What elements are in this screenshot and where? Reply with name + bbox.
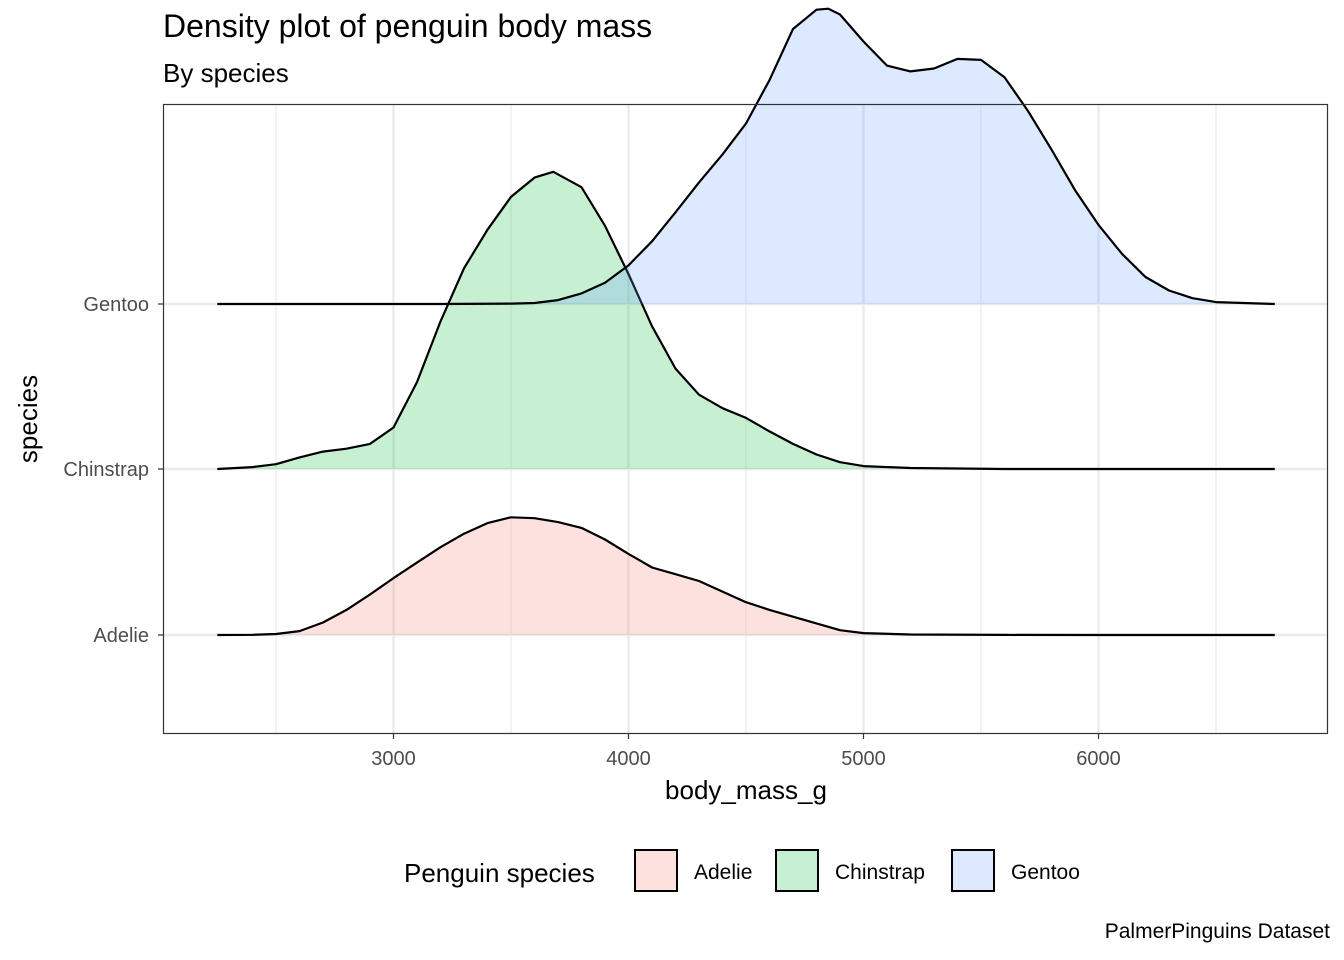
chart-caption: PalmerPinguins Dataset <box>1104 920 1330 943</box>
y-tick-label: Adelie <box>93 625 149 647</box>
legend-label-chinstrap: Chinstrap <box>835 861 925 884</box>
chart-title: Density plot of penguin body mass <box>163 8 653 44</box>
density-layer <box>217 7 1275 637</box>
x-tick-label: 6000 <box>1076 748 1121 770</box>
legend-label-gentoo: Gentoo <box>1011 861 1080 884</box>
panel-border <box>162 103 1329 735</box>
legend-label-adelie: Adelie <box>694 861 752 884</box>
y-tick-label: Gentoo <box>83 294 149 316</box>
density-line-chinstrap <box>217 170 1275 471</box>
density-area-adelie <box>217 517 1275 635</box>
legend-key-gentoo <box>951 849 995 892</box>
density-area-gentoo <box>217 8 1275 304</box>
x-axis-title: body_mass_g <box>665 775 827 805</box>
legend-key-chinstrap <box>775 849 819 892</box>
legend-title: Penguin species <box>404 858 595 888</box>
density-area-chinstrap <box>217 171 1275 470</box>
y-axis-title: species <box>13 375 43 463</box>
axis-layer: 3000 4000 5000 6000 Adelie Chinstrap Gentoo <box>63 294 1120 770</box>
legend: Penguin species Adelie Chinstrap Gentoo <box>404 849 1080 892</box>
legend-key-adelie <box>634 849 678 892</box>
chart-subtitle: By species <box>163 58 289 88</box>
x-tick-label: 3000 <box>371 748 416 770</box>
y-tick-label: Chinstrap <box>63 459 149 481</box>
density-line-gentoo <box>217 7 1275 306</box>
density-line-adelie <box>217 516 1275 637</box>
x-tick-label: 5000 <box>841 748 886 770</box>
x-tick-label: 4000 <box>606 748 651 770</box>
